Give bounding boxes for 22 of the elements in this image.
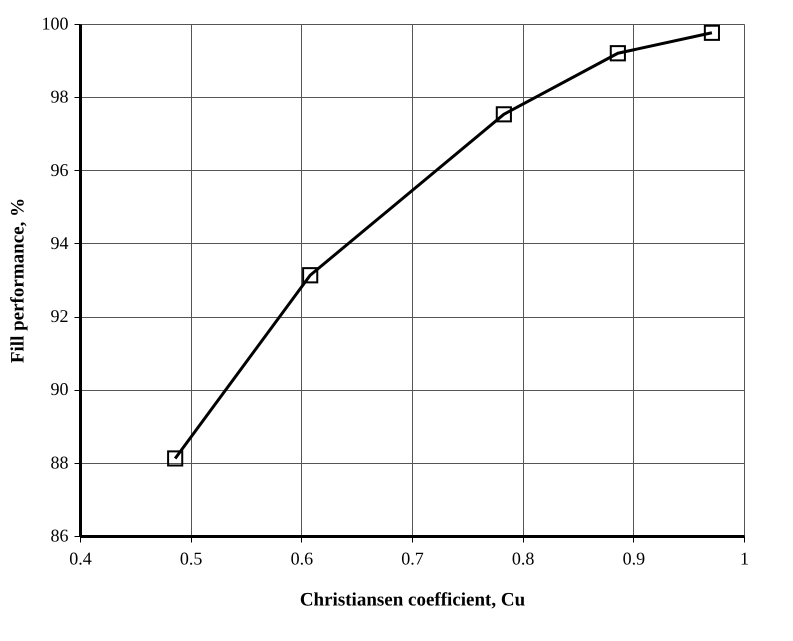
y-tick-label: 88 <box>50 452 68 472</box>
x-tick-label: 0.9 <box>622 548 646 568</box>
point <box>302 267 318 284</box>
y-tick-label: 92 <box>50 306 68 326</box>
y-tick-label: 98 <box>50 86 68 107</box>
y-tick-label: 100 <box>42 14 68 34</box>
y-tick-label: 90 <box>50 379 68 400</box>
x-tick-label: 0.7 <box>401 548 424 568</box>
y-tick-label: 86 <box>50 526 68 546</box>
point <box>704 24 720 41</box>
point <box>496 106 512 122</box>
x-tick-label: 1 <box>740 548 749 568</box>
x-tick-label: 0.8 <box>512 548 534 568</box>
x-axis-title: Christiansen coefficient, Cu <box>300 590 526 610</box>
point <box>167 450 184 467</box>
x-tick-label: 0.4 <box>69 548 92 568</box>
y-tick-label: 94 <box>50 232 68 253</box>
point <box>610 45 626 62</box>
y-tick-label: 96 <box>50 160 68 180</box>
x-tick-label: 0.6 <box>290 548 314 568</box>
x-tick-label: 0.5 <box>180 548 202 568</box>
y-axis-title: Fill performance, % <box>8 198 28 364</box>
